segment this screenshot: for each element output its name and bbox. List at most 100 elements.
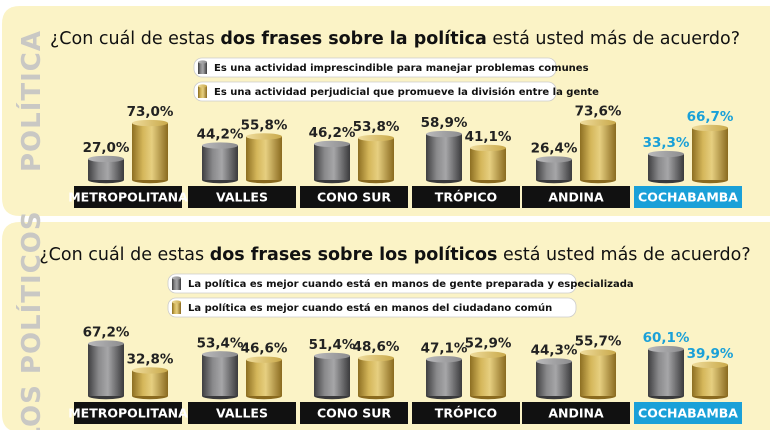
data-label: 48,6% — [353, 339, 400, 355]
category-group: 44,2%55,8% VALLES — [188, 117, 296, 208]
legend-box — [167, 273, 577, 294]
region-label-box — [522, 186, 630, 208]
data-label: 47,1% — [421, 340, 468, 356]
region-label: COCHABAMBA — [638, 190, 738, 205]
legend-swatch-cylinder-icon — [198, 60, 207, 74]
region-label-box — [74, 402, 182, 424]
bar-gold — [132, 119, 168, 184]
chart-title: ¿Con cuál de estas dos frases sobre la p… — [50, 29, 740, 49]
bar-gold — [692, 361, 728, 400]
bar-gray — [202, 351, 238, 400]
legend-box — [167, 297, 577, 318]
category-group: 51,4%48,6% CONO SUR — [300, 337, 408, 424]
bar-gray — [426, 130, 462, 184]
chart-panel-1: POLÍTICA ¿Con cuál de estas dos frases so… — [2, 6, 770, 216]
region-label: METROPOLITANA — [68, 406, 188, 421]
category-group: 67,2% 32,8% METROPOLITANA — [68, 325, 188, 424]
bar-gray — [426, 356, 462, 400]
region-label-box — [74, 186, 182, 208]
bar-gray — [202, 142, 238, 184]
data-label: 27,0% — [83, 140, 130, 156]
legend-item-2: Es una actividad perjudicial que promuev… — [193, 81, 599, 102]
bar-gold — [470, 144, 506, 184]
region-label: TRÓPICO — [435, 190, 497, 205]
title-post: está usted más de acuerdo? — [487, 29, 740, 49]
bar-gold — [580, 119, 616, 184]
region-label: ANDINA — [548, 406, 604, 421]
region-label-box — [188, 186, 296, 208]
data-label: 66,7% — [687, 109, 734, 125]
region-label-box — [634, 186, 742, 208]
region-label: CONO SUR — [317, 190, 391, 205]
chart-title: ¿Con cuál de estas dos frases sobre los … — [39, 245, 750, 265]
data-label: 51,4% — [309, 337, 356, 353]
legend-swatch-cylinder-icon — [198, 84, 207, 98]
data-label: 32,8% — [127, 351, 174, 367]
region-label-box — [634, 402, 742, 424]
title-pre: ¿Con cuál de estas — [39, 245, 209, 265]
bar-gray — [88, 155, 124, 184]
legend-item-1: La política es mejor cuando está en mano… — [167, 273, 634, 294]
region-label: CONO SUR — [317, 406, 391, 421]
data-label: 44,3% — [531, 342, 578, 358]
bar-gold — [246, 356, 282, 400]
data-label: 39,9% — [687, 346, 734, 362]
data-label: 26,4% — [531, 140, 578, 156]
bar-gray — [314, 352, 350, 400]
legend-label: La política es mejor cuando está en mano… — [188, 278, 634, 290]
category-group: 44,3%55,7% ANDINA — [522, 334, 630, 424]
category-group: 60,1%39,9% COCHABAMBA — [634, 330, 742, 424]
bar-gray — [314, 140, 350, 184]
bar-gold — [358, 134, 394, 184]
region-label-box — [188, 402, 296, 424]
category-group: 47,1%52,9% TRÓPICO — [412, 336, 520, 424]
category-group: 26,4% 73,6% ANDINA — [522, 104, 630, 208]
side-label: POLÍTICA — [15, 30, 47, 172]
region-label-box — [412, 186, 520, 208]
legend-label: La política es mejor cuando está en mano… — [188, 302, 552, 314]
data-label: 58,9% — [421, 115, 468, 131]
data-label: 46,6% — [241, 341, 288, 357]
data-label: 60,1% — [643, 330, 690, 346]
bar-gray — [88, 340, 124, 400]
legend-box — [193, 81, 557, 102]
data-label: 52,9% — [465, 336, 512, 352]
region-label: VALLES — [216, 406, 268, 421]
data-label: 73,6% — [575, 104, 622, 120]
region-label: TRÓPICO — [435, 406, 497, 421]
region-label: COCHABAMBA — [638, 406, 738, 421]
category-group: 53,4%46,6% VALLES — [188, 335, 296, 424]
bar-gold — [692, 124, 728, 184]
region-label-box — [300, 186, 408, 208]
category-group: 58,9%41,1% TRÓPICO — [412, 115, 520, 208]
category-group: 46,2%53,8% CONO SUR — [300, 119, 408, 208]
region-label-box — [412, 402, 520, 424]
data-label: 53,4% — [197, 335, 244, 351]
category-group: 33,3% 66,7% COCHABAMBA — [634, 109, 742, 208]
legend-box — [193, 57, 557, 78]
bar-gold — [246, 133, 282, 184]
data-label: 53,8% — [353, 119, 400, 135]
title-bold: dos frases sobre la política — [220, 29, 486, 49]
data-label: 55,8% — [241, 117, 288, 133]
panel-background — [2, 6, 770, 216]
bar-gold — [132, 367, 168, 400]
data-label: 55,7% — [575, 334, 622, 350]
legend-label: Es una actividad imprescindible para man… — [214, 63, 589, 74]
bar-gray — [648, 345, 684, 400]
data-label: 46,2% — [309, 125, 356, 141]
bar-gold — [358, 354, 394, 400]
chart-panel-2: LOS POLÍTICOS¿Con cuál de estas dos fras… — [2, 210, 770, 434]
data-label: 41,1% — [465, 129, 512, 145]
title-bold: dos frases sobre los políticos — [210, 245, 498, 265]
region-label: METROPOLITANA — [68, 190, 188, 205]
data-label: 73,0% — [127, 104, 174, 120]
region-label: VALLES — [216, 190, 268, 205]
legend-swatch-cylinder-icon — [172, 300, 181, 314]
legend-label: Es una actividad perjudicial que promuev… — [214, 86, 599, 98]
region-label-box — [522, 402, 630, 424]
title-pre: ¿Con cuál de estas — [50, 29, 220, 49]
region-label-box — [300, 402, 408, 424]
